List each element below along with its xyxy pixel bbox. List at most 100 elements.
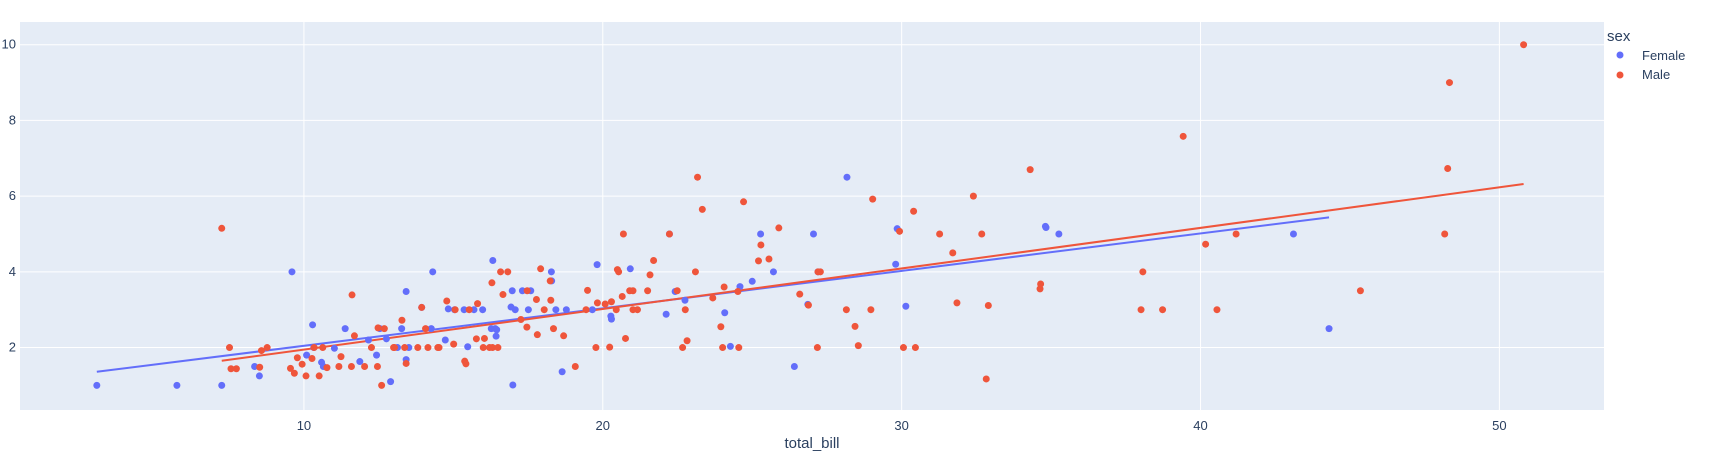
data-point-female	[681, 296, 689, 304]
data-point-male	[1137, 306, 1145, 314]
data-point-male	[560, 332, 568, 340]
data-point-female	[464, 343, 472, 351]
legend-label-male: Male	[1642, 67, 1670, 82]
data-point-male	[374, 324, 382, 332]
data-point-female	[1055, 230, 1063, 238]
data-point-female	[441, 336, 449, 344]
data-point-female	[387, 378, 395, 386]
data-point-male	[465, 306, 473, 314]
data-point-female	[330, 344, 338, 352]
data-point-female	[843, 173, 851, 181]
data-point-male	[547, 296, 555, 304]
data-point-female	[444, 305, 452, 313]
data-point-male	[1445, 79, 1453, 87]
data-point-female	[218, 381, 226, 389]
data-point-male	[691, 268, 699, 276]
data-point-female	[255, 372, 263, 380]
data-point-male	[612, 306, 620, 314]
data-point-female	[93, 381, 101, 389]
data-point-male	[489, 344, 497, 352]
data-point-female	[721, 309, 729, 317]
data-point-male	[936, 230, 944, 238]
data-point-male	[681, 306, 689, 314]
data-point-male	[646, 271, 654, 279]
data-point-male	[504, 268, 512, 276]
data-point-male	[633, 306, 641, 314]
data-point-female	[892, 260, 900, 268]
data-point-male	[435, 344, 443, 352]
x-axis-title: total_bill	[784, 435, 839, 452]
y-tick-label: 4	[9, 264, 16, 279]
data-point-male	[1179, 132, 1187, 140]
data-point-female	[607, 315, 615, 323]
data-point-male	[227, 365, 235, 373]
grid	[20, 22, 1604, 410]
data-point-male	[896, 227, 904, 235]
data-point-male	[488, 279, 496, 287]
data-point-male	[582, 306, 590, 314]
data-point-female	[547, 268, 555, 276]
data-point-female	[562, 306, 570, 314]
data-point-male	[263, 344, 271, 352]
data-point-male	[1520, 41, 1528, 49]
data-point-female	[489, 256, 497, 264]
data-point-male	[414, 344, 422, 352]
data-point-male	[533, 331, 541, 339]
data-point-male	[969, 192, 977, 200]
data-point-male	[494, 344, 502, 352]
data-point-male	[755, 257, 763, 265]
data-point-male	[315, 372, 323, 380]
data-point-male	[720, 283, 728, 291]
data-point-male	[398, 316, 406, 324]
data-point-female	[552, 306, 560, 314]
data-point-male	[910, 207, 918, 215]
data-point-male	[256, 363, 264, 371]
data-point-male	[679, 344, 687, 352]
legend[interactable]: sex Female Male	[1607, 28, 1685, 82]
data-point-female	[588, 306, 596, 314]
data-point-male	[226, 344, 234, 352]
data-point-male	[1037, 280, 1045, 288]
data-point-male	[740, 198, 748, 206]
legend-title: sex	[1607, 28, 1631, 45]
data-point-female	[460, 306, 468, 314]
data-point-male	[546, 277, 554, 285]
data-point-male	[1444, 164, 1452, 172]
data-point-male	[1202, 240, 1210, 248]
data-point-male	[644, 287, 652, 295]
data-point-male	[422, 325, 430, 333]
data-point-male	[257, 347, 265, 355]
plot-background	[20, 22, 1604, 410]
data-point-male	[593, 299, 601, 307]
data-point-male	[361, 362, 369, 370]
data-point-female	[1289, 230, 1297, 238]
data-point-male	[606, 343, 614, 351]
data-point-male	[335, 362, 343, 370]
data-point-male	[1441, 230, 1449, 238]
data-point-male	[842, 306, 850, 314]
data-point-male	[350, 332, 358, 340]
data-point-female	[558, 368, 566, 376]
data-point-female	[479, 306, 487, 314]
y-tick-label: 6	[9, 188, 16, 203]
data-point-male	[402, 359, 410, 367]
data-point-female	[309, 321, 317, 329]
data-point-male	[982, 375, 990, 383]
legend-item-male[interactable]: Male	[1616, 67, 1671, 82]
data-point-male	[443, 297, 451, 305]
data-point-male	[497, 268, 505, 276]
data-point-male	[310, 344, 318, 352]
data-point-male	[949, 249, 957, 257]
data-point-male	[367, 344, 375, 352]
data-point-male	[869, 195, 877, 203]
data-point-female	[511, 306, 519, 314]
data-point-female	[518, 287, 526, 295]
legend-item-female[interactable]: Female	[1616, 48, 1686, 63]
data-point-male	[390, 344, 398, 352]
data-point-male	[319, 344, 327, 352]
data-point-male	[1356, 287, 1364, 295]
data-point-female	[593, 261, 601, 269]
data-point-female	[902, 302, 910, 310]
data-point-male	[348, 291, 356, 299]
